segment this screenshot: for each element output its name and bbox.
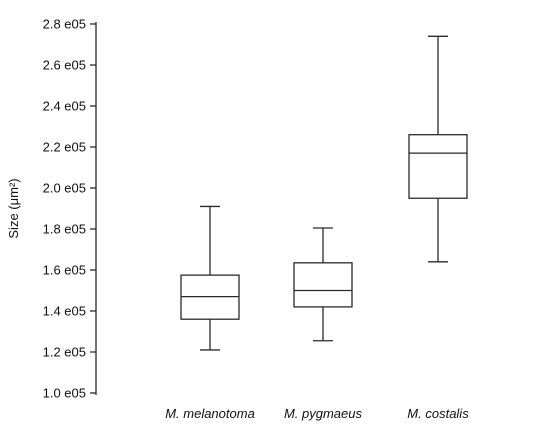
y-tick-label: 2.4 e05 bbox=[43, 99, 86, 114]
y-tick-label: 2.0 e05 bbox=[43, 181, 86, 196]
y-tick-label: 2.6 e05 bbox=[43, 58, 86, 73]
y-tick-label: 1.2 e05 bbox=[43, 345, 86, 360]
y-tick-label: 1.0 e05 bbox=[43, 386, 86, 401]
y-tick-label: 2.2 e05 bbox=[43, 140, 86, 155]
x-axis-labels: M. melanotoma M. pygmaeus M. costalis bbox=[165, 406, 469, 421]
y-tick-label: 1.6 e05 bbox=[43, 263, 86, 278]
category-label: M. costalis bbox=[407, 406, 469, 421]
y-tick-label: 2.8 e05 bbox=[43, 17, 86, 32]
box-3 bbox=[408, 35, 468, 263]
box-2 bbox=[293, 227, 353, 342]
category-label: M. pygmaeus bbox=[284, 406, 363, 421]
category-label: M. melanotoma bbox=[165, 406, 255, 421]
box-1 bbox=[180, 205, 240, 351]
y-axis-title: Size (μm²) bbox=[6, 178, 21, 238]
y-tick-label: 1.4 e05 bbox=[43, 304, 86, 319]
y-axis: 1.0 e05 1.2 e05 1.4 e05 1.6 e05 1.8 e05 2.0 e… bbox=[43, 17, 97, 401]
iqr-box bbox=[408, 134, 468, 199]
boxes bbox=[180, 35, 468, 351]
y-tick-label: 1.8 e05 bbox=[43, 222, 86, 237]
iqr-box bbox=[293, 262, 353, 308]
